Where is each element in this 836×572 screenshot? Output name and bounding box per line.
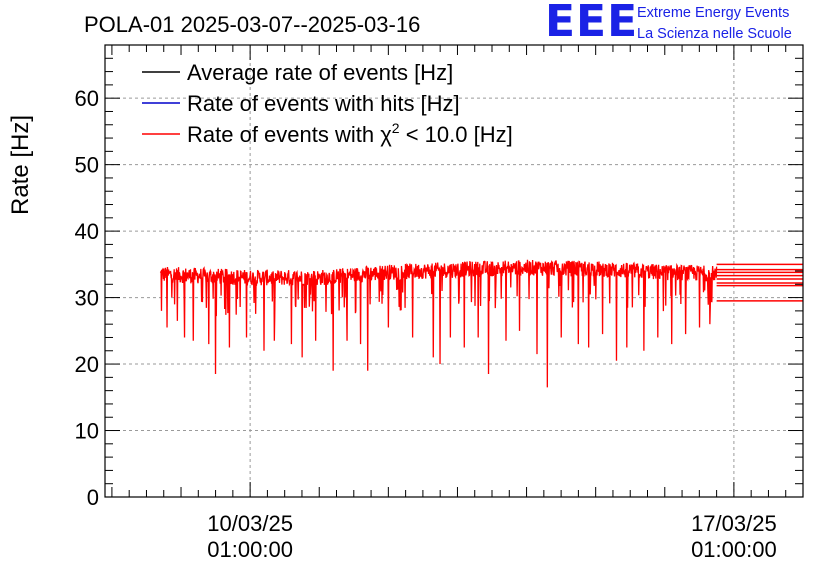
y-tick-label: 0 — [87, 485, 99, 510]
legend-label: Rate of events with hits [Hz] — [187, 91, 460, 116]
y-tick-label: 60 — [75, 86, 99, 111]
series-0 — [159, 259, 803, 388]
legend-label: Rate of events with χ2 < 10.0 [Hz] — [187, 120, 513, 147]
y-tick-label: 30 — [75, 286, 99, 311]
legend-label: Average rate of events [Hz] — [187, 60, 453, 85]
axis-ticks — [105, 44, 804, 498]
grid — [105, 45, 803, 497]
y-tick-label: 10 — [75, 419, 99, 444]
legend: Average rate of events [Hz] Rate of event… — [142, 60, 513, 147]
eee-logo: EEE Extreme Energy Events La Scienza nel… — [545, 0, 836, 47]
logo-line-1: Extreme Energy Events — [637, 5, 790, 21]
series-line — [159, 259, 718, 388]
y-axis-label: Rate [Hz] — [7, 115, 34, 215]
x-tick-label-date: 17/03/25 — [691, 511, 777, 536]
x-tick-label-time: 01:00:00 — [207, 537, 293, 562]
chart-title: POLA-01 2025-03-07--2025-03-16 — [84, 12, 420, 37]
x-tick-label-time: 01:00:00 — [691, 537, 777, 562]
y-tick-label: 40 — [75, 219, 99, 244]
eee-logo-mark: EEE — [545, 0, 639, 47]
y-tick-label: 20 — [75, 352, 99, 377]
logo-line-2: La Scienza nelle Scuole — [637, 26, 792, 42]
y-tick-label: 50 — [75, 153, 99, 178]
x-tick-label-date: 10/03/25 — [207, 511, 293, 536]
